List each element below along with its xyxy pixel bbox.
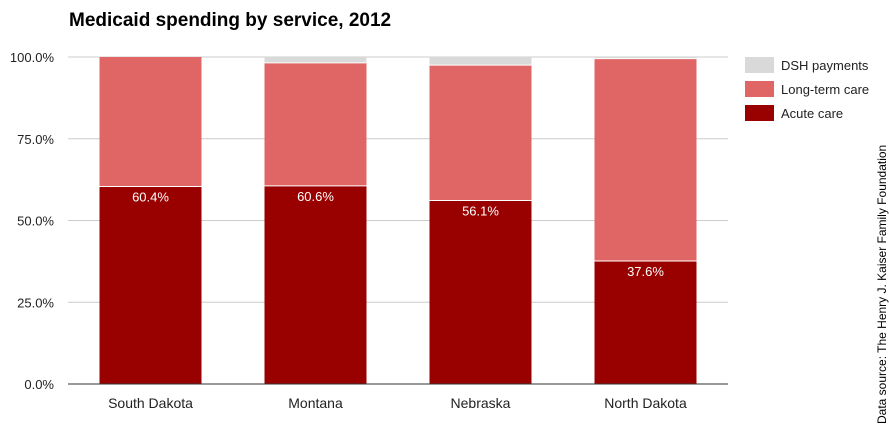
bars [99,57,697,384]
bar-segment-long-term-care [594,58,697,262]
bar-segment-dsh-payments [429,57,532,66]
legend: DSH payments Long-term care Acute care [745,57,869,121]
legend-swatch [745,105,774,121]
legend-label: Long-term care [781,82,869,97]
bar-segment-long-term-care [429,65,532,201]
y-tick-label: 75.0% [17,132,54,147]
data-label: 60.4% [132,189,169,204]
x-axis-ticks: South Dakota Montana Nebraska North Dakota [108,395,687,411]
y-tick-label: 100.0% [10,50,55,65]
bar-segment-dsh-payments [264,57,367,63]
data-label: 60.6% [297,189,334,204]
y-tick-label: 0.0% [24,377,54,392]
legend-label: DSH payments [781,58,869,73]
source-note: Data source: The Henry J. Kaiser Family … [875,145,889,424]
x-tick-label: Nebraska [451,395,511,411]
bar-segment-long-term-care [99,57,202,187]
bar-segment-dsh-payments [594,57,697,59]
data-labels: 60.4% 60.6% 56.1% 37.6% [132,189,664,279]
data-label: 56.1% [462,204,499,219]
y-axis-ticks: 0.0% 25.0% 50.0% 75.0% 100.0% [10,50,55,392]
legend-label: Acute care [781,106,843,121]
bar-segment-acute-care [429,200,532,384]
legend-swatch [745,57,774,73]
bar-segment-acute-care [264,185,367,384]
y-tick-label: 50.0% [17,214,54,229]
x-tick-label: South Dakota [108,395,193,411]
x-tick-label: Montana [288,395,343,411]
bar-segment-acute-care [99,186,202,384]
bar-segment-acute-care [594,261,697,384]
y-tick-label: 25.0% [17,295,54,310]
legend-swatch [745,81,774,97]
chart-title: Medicaid spending by service, 2012 [69,10,392,31]
data-label: 37.6% [627,264,664,279]
x-tick-label: North Dakota [604,395,687,411]
bar-segment-long-term-care [264,62,367,186]
